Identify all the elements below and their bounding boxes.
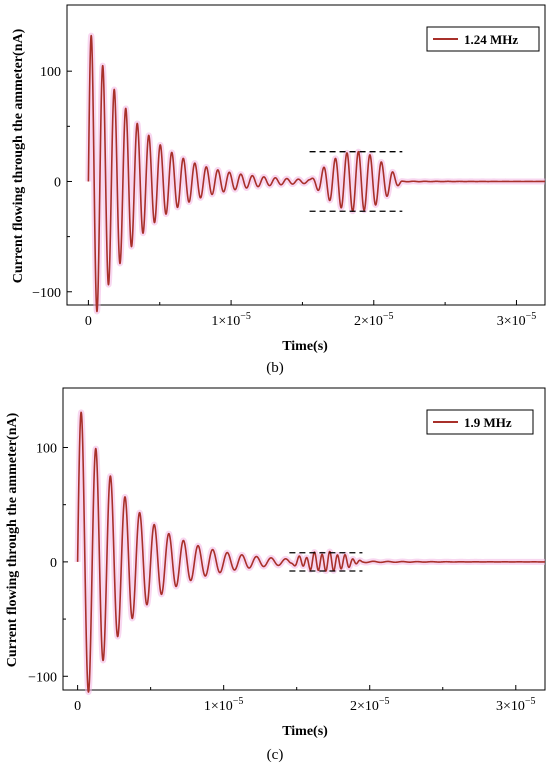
x-axis-ticks: 0 1×10−5 2×10−5 3×10−5: [85, 300, 536, 329]
series-halo: [85, 32, 548, 315]
x-tick-label: 2×10−5: [354, 311, 394, 329]
x-tick-label: 1×10−5: [211, 311, 251, 329]
x-tick-label: 0: [85, 314, 92, 329]
x-tick-label: 3×10−5: [497, 311, 537, 329]
y-axis-ticks: 100 0 −100: [28, 441, 68, 685]
x-tick-label: 3×10−5: [496, 696, 536, 714]
series-line: [87, 34, 546, 313]
y-tick-label: 100: [36, 441, 57, 456]
panel-label-c: (c): [267, 747, 284, 763]
chart-panel-b: 100 0 −100 0 1×10−5 2×10−5 3×10−5 Time(s) Cur…: [11, 4, 548, 376]
y-axis-ticks: 100 0 −100: [32, 65, 72, 301]
y-axis-label: Current flowing through the ammeter(nA): [5, 412, 20, 667]
legend-label-1-9-mhz: 1.9 MHz: [464, 415, 512, 430]
x-tick-label: 1×10−5: [204, 696, 244, 714]
x-tick-label: 0: [74, 699, 81, 714]
x-axis-ticks: 0 1×10−5 2×10−5 3×10−5: [74, 685, 536, 714]
x-tick-label: 2×10−5: [350, 696, 390, 714]
plot-area-frame: [66, 4, 546, 306]
y-axis-label: Current flowing through the ammeter(nA): [11, 28, 26, 283]
y-tick-label: 0: [54, 175, 61, 190]
envelope-dashed-lines: [289, 552, 363, 572]
envelope-dashed-lines: [309, 151, 403, 212]
legend: 1.24 MHz: [426, 26, 540, 52]
y-tick-label: −100: [32, 286, 61, 301]
series-line: [76, 411, 546, 693]
legend-label-1-24-mhz: 1.24 MHz: [464, 32, 518, 47]
x-axis-label: Time(s): [282, 339, 328, 354]
chart-panel-c: 100 0 −100 0 1×10−5 2×10−5 3×10−5 Time(s) Cur…: [5, 387, 548, 763]
x-axis-label: Time(s): [282, 724, 328, 739]
legend: 1.9 MHz: [426, 409, 534, 435]
panel-label-b: (b): [266, 360, 284, 376]
signal-series-1-9-mhz: [74, 409, 548, 696]
signal-series-1-24-mhz: [85, 32, 548, 315]
plot-area-frame: [62, 387, 546, 691]
y-tick-label: 100: [40, 65, 61, 80]
y-tick-label: 0: [50, 556, 57, 571]
y-tick-label: −100: [28, 670, 57, 685]
